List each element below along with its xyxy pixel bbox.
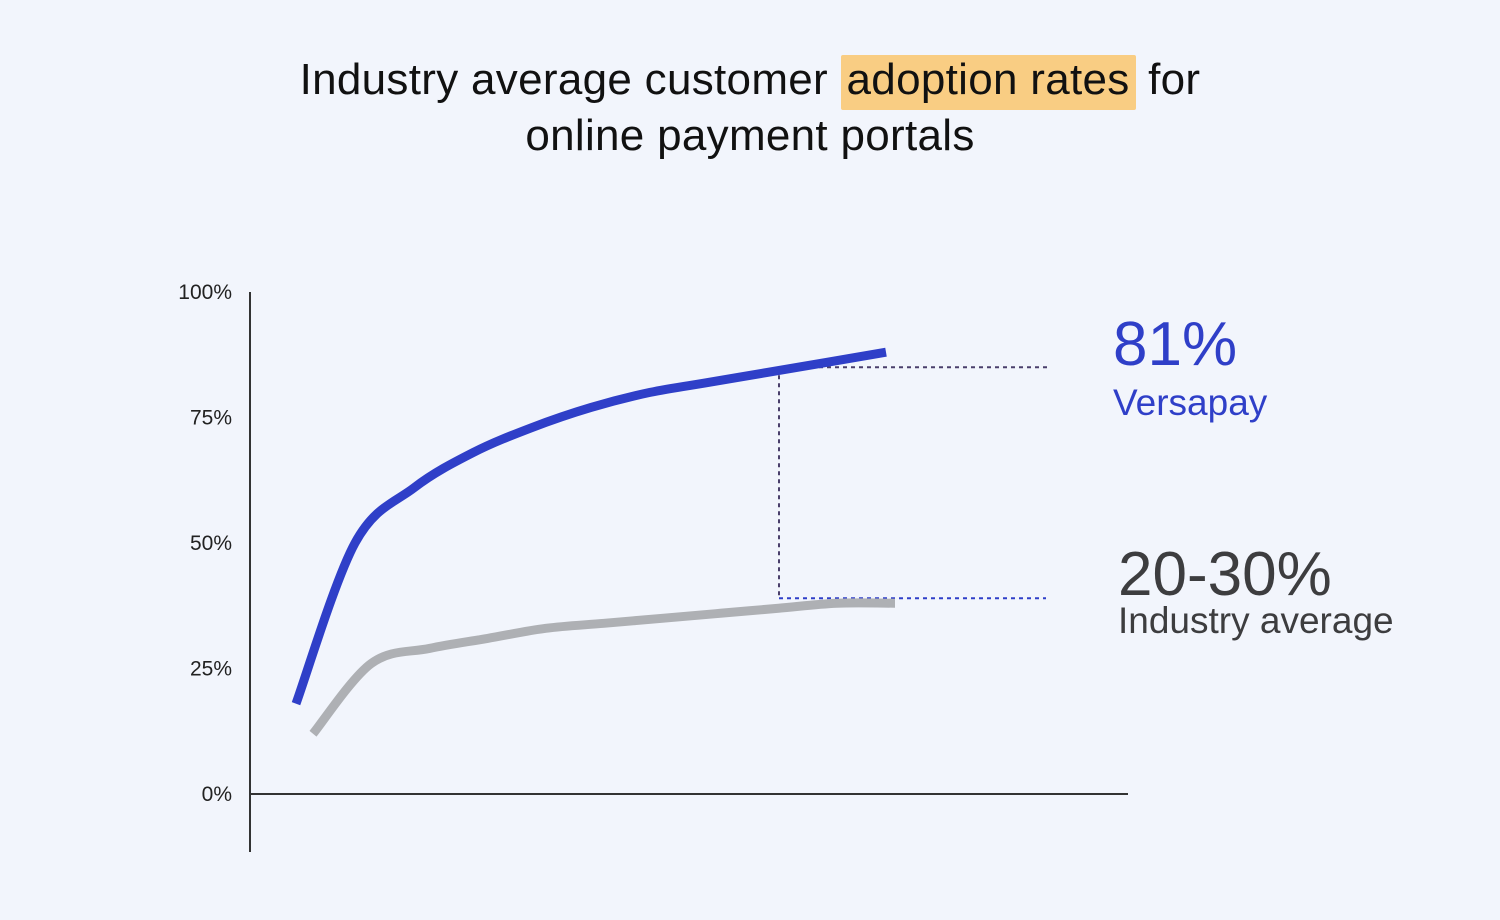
series-lines bbox=[291, 347, 896, 737]
title-text-before: Industry average customer bbox=[299, 55, 841, 104]
y-tick-label: 100% bbox=[178, 281, 232, 304]
y-tick-label: 50% bbox=[190, 532, 232, 555]
title-text-after: for bbox=[1135, 55, 1201, 104]
chart-title: Industry average customer adoption rates… bbox=[0, 52, 1500, 164]
reference-lines bbox=[778, 366, 1050, 600]
axes bbox=[249, 292, 1128, 852]
y-tick-label: 75% bbox=[190, 407, 232, 430]
callout-value-versapay: 81% bbox=[1113, 310, 1237, 379]
y-tick-label: 25% bbox=[190, 658, 232, 681]
y-tick-label: 0% bbox=[202, 783, 232, 806]
title-highlight: adoption rates bbox=[840, 55, 1136, 110]
series-line-versapay bbox=[291, 347, 887, 706]
title-line-1: Industry average customer adoption rates… bbox=[0, 52, 1500, 110]
callout-label-versapay: Versapay bbox=[1113, 382, 1268, 423]
callout-value-industry-average: 20-30% bbox=[1118, 540, 1332, 609]
y-tick-labels: 0% 25% 50% 75% 100% bbox=[178, 281, 232, 806]
title-line-2: online payment portals bbox=[525, 111, 975, 160]
callouts: 81%Versapay 20-30%Industry average bbox=[1113, 310, 1394, 641]
series-line-industry-average bbox=[309, 598, 896, 737]
callout-label-industry-average: Industry average bbox=[1118, 600, 1394, 641]
